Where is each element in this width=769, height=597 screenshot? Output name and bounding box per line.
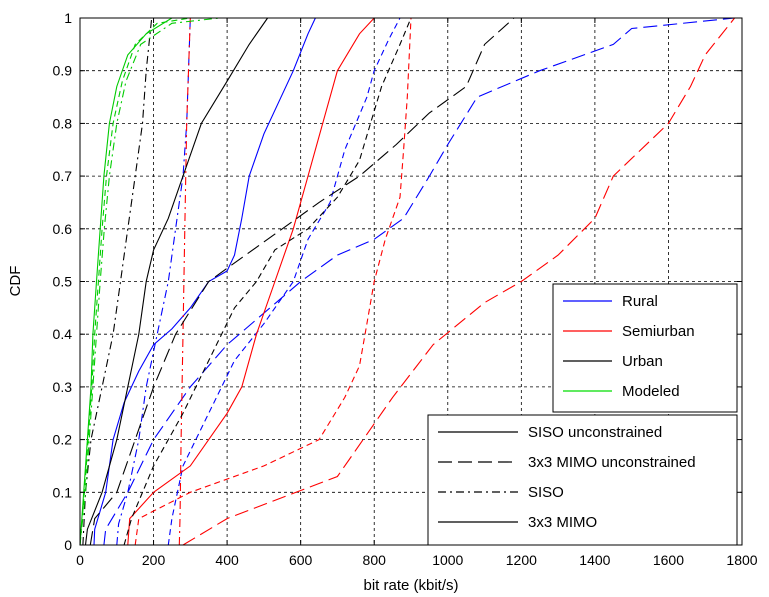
- y-tick-label: 0.5: [53, 274, 73, 290]
- y-tick-label: 0.6: [53, 221, 73, 237]
- style-legend-box: [427, 414, 738, 546]
- legend-style-label: SISO unconstrained: [528, 424, 662, 441]
- tick-labels: 0 200 400 600 800 1000 1200 1400 1600 1800 0 0.1 0.2…: [53, 10, 758, 568]
- series-line-semiurban-mimo: [134, 17, 412, 546]
- x-tick-label: 200: [142, 552, 166, 568]
- environment-legend: Rural Semiurban Urban Modeled: [552, 283, 738, 413]
- series-line-modeled-modeled-a: [79, 17, 173, 546]
- series-line-semiurban-siso: [178, 17, 191, 546]
- x-axis-label: bit rate (kbit/s): [363, 577, 458, 594]
- y-tick-label: 0.7: [53, 168, 73, 184]
- series-line-urban-mimo: [123, 17, 412, 546]
- series-line-rural-mimo: [167, 17, 401, 546]
- x-tick-label: 0: [76, 552, 84, 568]
- y-tick-label: 0: [64, 537, 72, 553]
- y-tick-label: 0.2: [53, 432, 73, 448]
- y-tick-label: 0.3: [53, 379, 73, 395]
- x-tick-label: 1200: [506, 552, 537, 568]
- x-tick-label: 800: [363, 552, 387, 568]
- y-tick-label: 0.1: [53, 484, 73, 500]
- series-lines: [79, 17, 736, 546]
- y-tick-label: 0.4: [53, 326, 73, 342]
- x-tick-label: 1600: [653, 552, 684, 568]
- x-tick-label: 1800: [726, 552, 757, 568]
- series-line-rural-mimo-unconstrained: [103, 17, 735, 546]
- x-tick-label: 600: [289, 552, 313, 568]
- legend-style-label: SISO: [528, 484, 564, 501]
- y-tick-label: 0.9: [53, 63, 73, 79]
- legend-label-modeled: Modeled: [622, 383, 680, 400]
- series-line-urban-mimo-unconstrained: [89, 17, 515, 546]
- x-tick-label: 400: [215, 552, 239, 568]
- legend-style-label: 3x3 MIMO unconstrained: [528, 454, 696, 471]
- legend-label-semiurban: Semiurban: [622, 323, 695, 340]
- series-line-modeled-modeled-c: [79, 17, 220, 546]
- y-tick-label: 1: [64, 10, 72, 26]
- x-tick-label: 1000: [432, 552, 463, 568]
- y-tick-label: 0.8: [53, 115, 73, 131]
- x-tick-label: 1400: [579, 552, 610, 568]
- legend-label-urban: Urban: [622, 353, 663, 370]
- series-line-semiurban-mimo-unconstrained: [182, 17, 736, 546]
- series-line-modeled-modeled-b: [79, 17, 191, 546]
- legend-label-rural: Rural: [622, 293, 658, 310]
- legend-style-label: 3x3 MIMO: [528, 514, 597, 531]
- series-line-urban-siso-unconstrained: [84, 17, 269, 546]
- y-axis-label: CDF: [7, 266, 24, 297]
- series-line-rural-siso: [116, 17, 191, 546]
- series-line-semiurban-siso-unconstrained: [127, 17, 375, 546]
- style-legend: SISO unconstrained 3x3 MIMO unconstrained…: [427, 414, 738, 546]
